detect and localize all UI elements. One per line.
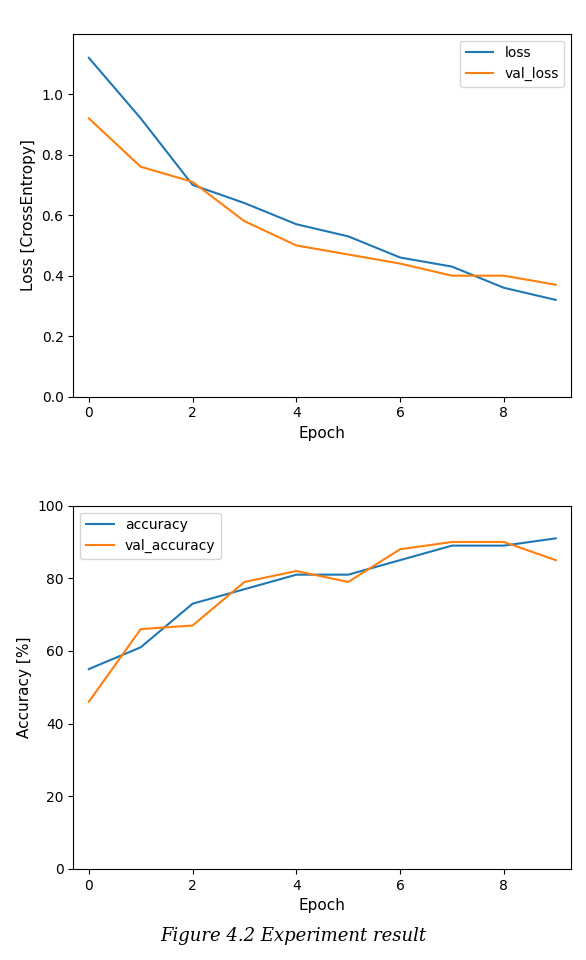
accuracy xyxy=(189,598,196,610)
loss xyxy=(241,198,248,209)
val_loss xyxy=(241,215,248,227)
val_loss xyxy=(189,176,196,187)
accuracy xyxy=(345,569,352,581)
accuracy xyxy=(397,554,404,565)
Line: loss: loss xyxy=(89,58,556,300)
val_accuracy xyxy=(552,554,559,565)
accuracy xyxy=(86,663,93,675)
Legend: loss, val_loss: loss, val_loss xyxy=(460,40,564,86)
accuracy xyxy=(552,533,559,544)
val_accuracy xyxy=(241,576,248,588)
loss xyxy=(86,52,93,63)
loss xyxy=(189,180,196,191)
loss xyxy=(552,294,559,305)
val_accuracy xyxy=(345,576,352,588)
val_accuracy xyxy=(293,565,300,577)
loss xyxy=(345,230,352,242)
X-axis label: Epoch: Epoch xyxy=(299,898,346,913)
Text: Figure 4.2 Experiment result: Figure 4.2 Experiment result xyxy=(160,927,426,945)
val_loss xyxy=(552,279,559,291)
X-axis label: Epoch: Epoch xyxy=(299,426,346,441)
accuracy xyxy=(137,641,144,653)
val_loss xyxy=(448,270,455,281)
accuracy xyxy=(500,540,507,551)
accuracy xyxy=(241,584,248,595)
val_loss xyxy=(86,112,93,124)
loss xyxy=(397,252,404,263)
Y-axis label: Accuracy [%]: Accuracy [%] xyxy=(16,636,32,738)
loss xyxy=(137,112,144,124)
val_loss xyxy=(500,270,507,281)
Line: val_accuracy: val_accuracy xyxy=(89,542,556,702)
val_loss xyxy=(397,258,404,270)
Line: accuracy: accuracy xyxy=(89,539,556,669)
val_accuracy xyxy=(86,696,93,708)
accuracy xyxy=(448,540,455,551)
Y-axis label: Loss [CrossEntropy]: Loss [CrossEntropy] xyxy=(21,139,36,291)
Legend: accuracy, val_accuracy: accuracy, val_accuracy xyxy=(80,513,221,559)
Line: val_loss: val_loss xyxy=(89,118,556,285)
accuracy xyxy=(293,569,300,581)
val_loss xyxy=(293,240,300,252)
loss xyxy=(293,219,300,230)
val_accuracy xyxy=(137,623,144,635)
val_accuracy xyxy=(500,537,507,548)
loss xyxy=(448,261,455,273)
val_accuracy xyxy=(448,537,455,548)
val_accuracy xyxy=(397,543,404,555)
val_loss xyxy=(137,161,144,173)
loss xyxy=(500,282,507,294)
val_accuracy xyxy=(189,620,196,632)
val_loss xyxy=(345,249,352,260)
